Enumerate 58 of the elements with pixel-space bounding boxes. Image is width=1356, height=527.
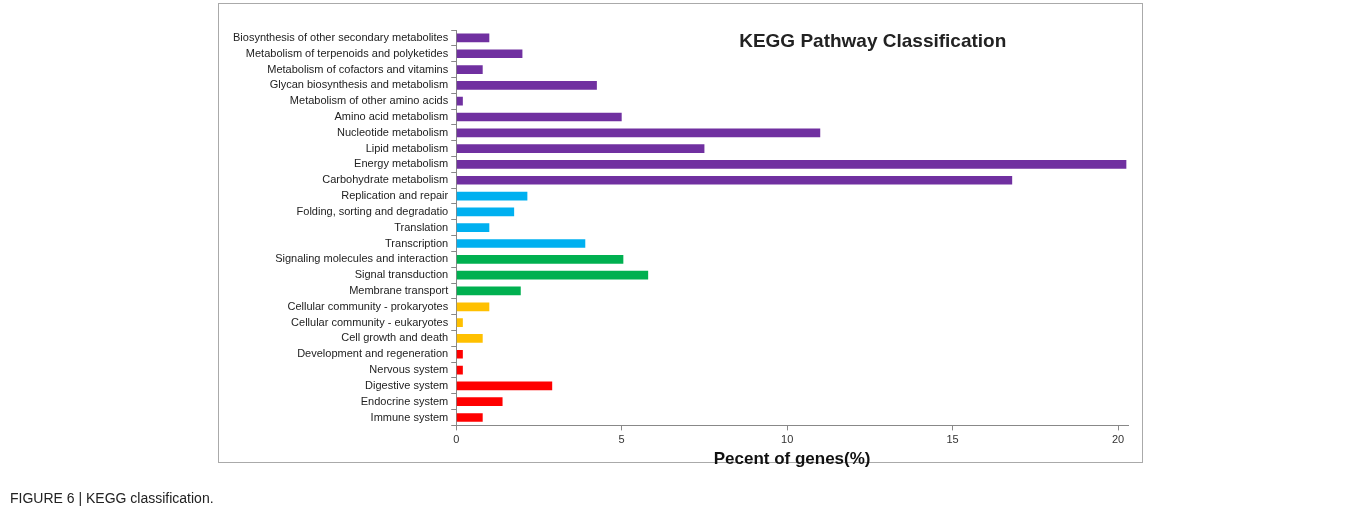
- y-tick-label: Cellular community - prokaryotes: [287, 299, 449, 312]
- y-tick-label: Cellular community - eukaryotes: [291, 315, 449, 328]
- x-tick-label: 0: [453, 433, 460, 446]
- bar: [456, 49, 523, 59]
- bar: [456, 65, 483, 74]
- bar: [456, 349, 463, 359]
- bar: [456, 318, 463, 327]
- chart-title: KEGG Pathway Classification: [739, 30, 1007, 52]
- y-tick-label: Replication and repair: [341, 189, 449, 202]
- y-tick-label: Metabolism of cofactors and vitamins: [267, 62, 449, 75]
- y-tick-label: Immune system: [370, 410, 449, 423]
- y-tick-label: Carbohydrate metabolism: [322, 173, 449, 186]
- y-tick-label: Signaling molecules and interaction: [275, 252, 449, 265]
- bar: [456, 160, 1127, 169]
- bar: [456, 223, 490, 233]
- y-tick-label: Cell growth and death: [341, 331, 449, 344]
- y-tick-label: Energy metabolism: [354, 157, 449, 170]
- bar: [456, 270, 649, 280]
- bar: [456, 112, 622, 122]
- x-tick-label: 20: [1111, 433, 1125, 446]
- bar: [456, 334, 483, 343]
- y-tick-label: Nucleotide metabolism: [336, 125, 449, 138]
- y-tick-label: Signal transduction: [354, 268, 449, 281]
- x-axis-title: Pecent of genes(%): [713, 449, 871, 469]
- bar: [456, 33, 490, 43]
- y-tick-label: Endocrine system: [360, 394, 449, 407]
- bar: [456, 397, 503, 407]
- y-tick-label: Metabolism of other amino acids: [289, 94, 449, 107]
- x-tick-label: 5: [618, 433, 625, 446]
- bar: [456, 191, 528, 201]
- bar: [456, 302, 490, 312]
- y-tick-label: Biosynthesis of other secondary metabolites: [232, 30, 449, 43]
- bar: [456, 254, 624, 264]
- x-tick-label: 10: [781, 433, 794, 446]
- y-tick-label: Lipid metabolism: [365, 141, 449, 154]
- y-tick-label: Development and regeneration: [297, 347, 449, 360]
- y-tick-label: Translation: [394, 220, 449, 233]
- y-tick-label: Nervous system: [369, 363, 449, 376]
- bar: [456, 239, 586, 248]
- bar: [456, 413, 483, 422]
- bar: [456, 96, 463, 106]
- bar: [456, 175, 1013, 185]
- y-tick-label: Transcription: [385, 236, 449, 249]
- y-tick-label: Digestive system: [365, 378, 449, 391]
- bar: [456, 365, 463, 375]
- y-tick-label: Metabolism of terpenoids and polyketides: [245, 46, 449, 59]
- bar: [456, 144, 705, 153]
- x-tick-label: 15: [946, 433, 959, 446]
- bar: [456, 381, 553, 391]
- y-tick-label: Folding, sorting and degradatio: [296, 204, 449, 217]
- bar: [456, 207, 515, 217]
- caption: FIGURE 6 | KEGG classification.: [10, 490, 214, 506]
- y-tick-label: Amino acid metabolism: [334, 110, 449, 123]
- bar: [456, 128, 821, 138]
- y-tick-label: Membrane transport: [349, 284, 449, 296]
- bar: [456, 286, 521, 296]
- y-tick-label: Glycan biosynthesis and metabolism: [269, 78, 449, 91]
- bar: [456, 81, 597, 90]
